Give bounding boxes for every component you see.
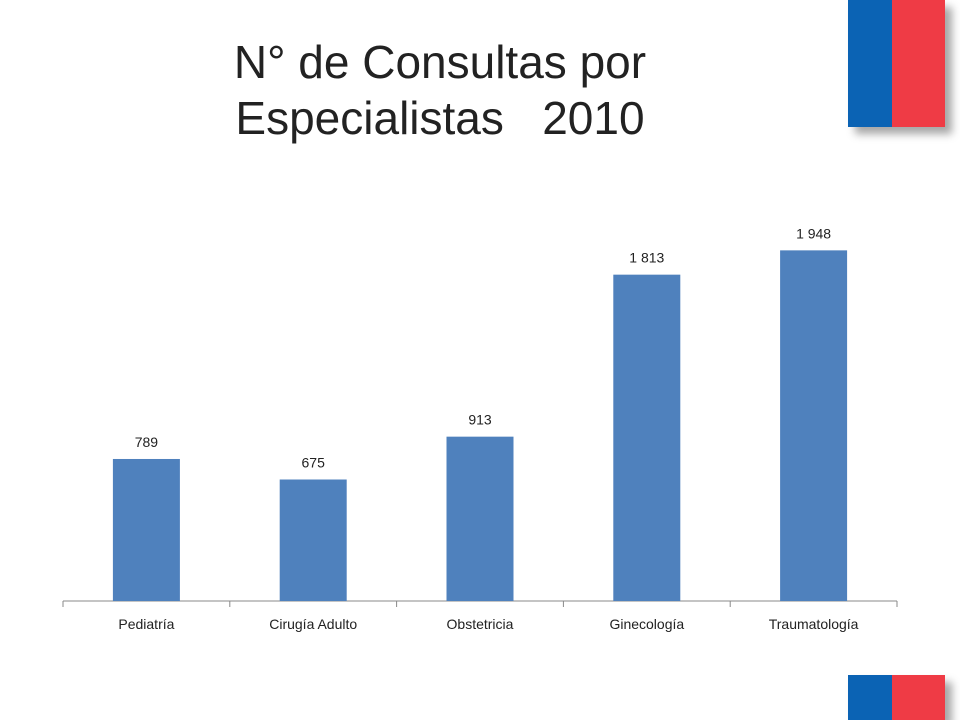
bar-traumatolog-a: [780, 250, 848, 602]
x-tick-label: Cirugía Adulto: [269, 616, 357, 632]
flag-red-stripe: [892, 0, 945, 127]
x-tick-label: Obstetricia: [447, 616, 514, 632]
flag-blue-stripe: [848, 675, 892, 720]
bar-value-label: 675: [302, 455, 326, 471]
x-tick-label: Ginecología: [609, 616, 684, 632]
x-tick-label: Pediatría: [118, 616, 174, 632]
bar-value-label: 789: [135, 434, 159, 450]
bar-value-label: 913: [468, 412, 492, 428]
chart-title-line-2: Especialistas 2010: [235, 92, 645, 144]
flag-logo-bottom: [848, 675, 945, 720]
bar-value-label: 1 813: [629, 250, 664, 266]
bar-value-label: 1 948: [796, 225, 831, 241]
flag-red-stripe: [892, 675, 945, 720]
bar-cirug-a-adulto: [279, 479, 347, 601]
x-tick-label: Traumatología: [769, 616, 859, 632]
bar-ginecolog-a: [613, 274, 681, 601]
flag-blue-stripe: [848, 0, 892, 127]
chart-title-line-1: N° de Consultas por: [233, 36, 647, 88]
bar-obstetricia: [446, 436, 514, 601]
bar-pediatr-a: [112, 458, 180, 601]
chart-title: N° de Consultas por Especialistas 2010: [130, 34, 750, 146]
flag-logo-top: [848, 0, 945, 127]
